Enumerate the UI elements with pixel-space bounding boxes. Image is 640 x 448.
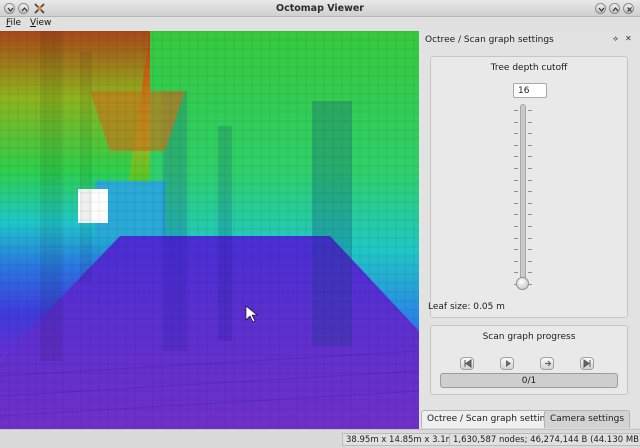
app-logo-icon [34,3,45,14]
skip-forward-icon [583,359,591,368]
menu-view[interactable]: View [30,18,52,28]
play-icon [506,360,511,367]
octomap-3d-view[interactable] [0,31,419,429]
chevron-down-icon [7,7,14,12]
step-forward-icon [545,360,552,367]
slider-tick [528,214,532,216]
slider-tick [514,249,518,251]
tree-depth-slider-handle[interactable] [516,277,529,290]
slider-tick [528,144,532,146]
slider-tick [528,260,532,262]
slider-tick [514,226,518,227]
chevron-up-icon [21,7,28,12]
slider-tick [528,121,532,123]
tree-depth-slider-track[interactable] [520,104,526,290]
close-icon [627,7,632,12]
close-button[interactable] [623,3,634,14]
dock-close-icon[interactable]: ✕ [625,34,632,43]
skip-back-icon [464,359,472,368]
slider-tick [514,202,518,204]
window-menu-button[interactable] [4,3,15,14]
leaf-size-label: Leaf size: 0.05 m [428,302,505,312]
status-bar: 38.95m x 14.85m x 3.1m 1,630,587 nodes; … [0,429,640,448]
slider-tick [514,191,518,193]
slider-tick [514,237,518,239]
tree-depth-label: Tree depth cutoff [490,63,568,73]
play-button[interactable] [500,357,514,370]
tree-depth-spinbox[interactable]: 16 [513,83,547,98]
tab-octree-settings[interactable]: Octree / Scan graph settings [421,410,562,428]
settings-dock: Octree / Scan graph settings ⟡ ✕ Tree de… [419,31,640,428]
slider-tick [528,191,532,193]
slider-tick [514,168,518,169]
slider-tick [528,249,532,251]
window-titlebar: Octomap Viewer [0,0,640,17]
slider-tick [514,110,518,111]
tab-camera-settings[interactable]: Camera settings [544,410,631,428]
slider-tick [528,202,532,204]
maximize-icon [612,7,619,12]
slider-tick [528,179,532,181]
scan-graph-label: Scan graph progress [482,332,576,342]
keep-above-button[interactable] [18,3,29,14]
slider-tick [528,272,532,274]
scan-progress-bar: 0/1 [440,373,618,388]
slider-tick [528,133,532,135]
slider-tick [514,214,518,216]
slider-tick [514,121,518,123]
slider-tick [528,168,532,169]
slider-tick [528,284,532,285]
tree-depth-group: Tree depth cutoff 16 Leaf size: 0.05 m [428,56,628,318]
slider-tick [514,133,518,135]
slider-tick [514,179,518,181]
slider-tick [514,260,518,262]
window-title: Octomap Viewer [276,3,364,14]
dock-title: Octree / Scan graph settings [425,35,554,45]
menu-file[interactable]: File [6,18,22,28]
slider-tick [528,110,532,111]
last-scan-button[interactable] [580,357,594,370]
slider-tick [514,272,518,274]
map-dimensions: 38.95m x 14.85m x 3.1m [342,433,458,446]
first-scan-button[interactable] [460,357,474,370]
slider-tick [514,156,518,158]
next-scan-button[interactable] [540,357,554,370]
minimize-icon [598,7,605,12]
node-count: 1,630,587 nodes; 46,274,144 B (44.130 MB… [449,433,640,446]
slider-tick [528,237,532,239]
minimize-button[interactable] [595,3,606,14]
slider-tick [514,144,518,146]
maximize-button[interactable] [609,3,620,14]
dock-float-icon[interactable]: ⟡ [613,34,619,43]
slider-tick [528,226,532,227]
menu-bar: File View [0,17,640,31]
slider-tick [528,156,532,158]
